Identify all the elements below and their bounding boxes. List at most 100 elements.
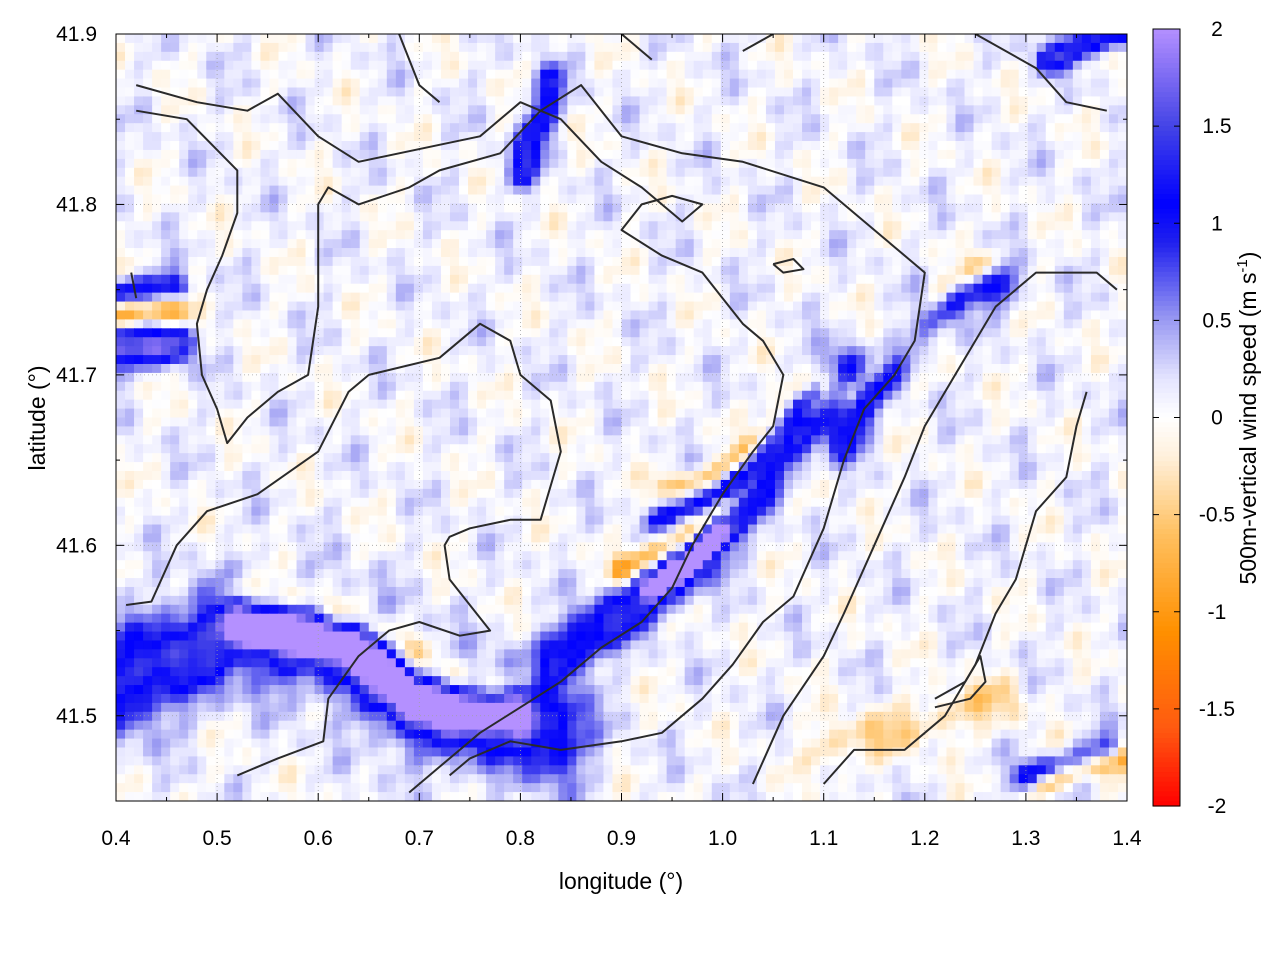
colorbar-swatch <box>1153 87 1180 93</box>
colorbar-swatch <box>1153 402 1180 409</box>
colorbar-swatch <box>1153 67 1180 74</box>
colorbar-swatch <box>1153 164 1180 171</box>
colorbar-swatch <box>1153 543 1180 550</box>
colorbar-swatch <box>1153 524 1180 530</box>
colorbar-tick-label: -1.5 <box>1199 698 1235 721</box>
colorbar-label-sup: -1 <box>1234 259 1251 272</box>
colorbar-swatch <box>1153 160 1180 166</box>
colorbar-swatch <box>1153 111 1180 118</box>
colorbar-swatch <box>1153 116 1180 122</box>
colorbar-swatch <box>1153 315 1180 321</box>
colorbar-swatch <box>1153 504 1180 511</box>
colorbar-swatch <box>1153 96 1180 103</box>
x-tick-label: 1.3 <box>1011 827 1040 850</box>
colorbar-swatch <box>1153 130 1180 137</box>
contour-line <box>125 322 562 777</box>
colorbar-swatch <box>1153 470 1180 477</box>
colorbar-swatch <box>1153 325 1180 331</box>
colorbar-swatch <box>1153 616 1180 623</box>
colorbar-swatch <box>1153 733 1180 739</box>
colorbar-swatch <box>1153 728 1180 734</box>
colorbar-swatch <box>1153 43 1180 50</box>
contour-line <box>974 34 1108 112</box>
colorbar-swatch <box>1153 145 1180 152</box>
colorbar-swatch <box>1153 383 1180 389</box>
colorbar-swatch <box>1153 286 1180 292</box>
colorbar-swatch <box>1153 62 1180 69</box>
colorbar-swatch <box>1153 519 1180 525</box>
x-tick-label: 0.6 <box>304 827 333 850</box>
colorbar-swatch <box>1153 242 1180 249</box>
contour-line <box>398 34 441 103</box>
colorbar-swatch <box>1153 339 1180 346</box>
colorbar-swatch <box>1153 271 1180 278</box>
colorbar-swatch <box>1153 101 1180 108</box>
colorbar-tick-label: 1.5 <box>1202 115 1231 138</box>
colorbar-swatch <box>1153 602 1180 608</box>
x-tick-label: 0.4 <box>101 827 131 850</box>
colorbar-swatch <box>1153 349 1180 355</box>
x-tick-label: 0.5 <box>202 827 231 850</box>
colorbar-swatch <box>1153 572 1180 579</box>
colorbar-swatch <box>1153 77 1180 84</box>
colorbar-swatch <box>1153 228 1180 234</box>
colorbar-swatch <box>1153 699 1180 705</box>
colorbar-swatch <box>1153 203 1180 210</box>
x-tick-label: 1.2 <box>910 827 939 850</box>
contour-line <box>620 34 653 61</box>
colorbar-swatch <box>1153 723 1180 729</box>
axis-ticks: 0.4 0.5 0.6 0.7 0.8 0.9 1.0 1.1 1.2 1.3 1.4 41.5 41.… <box>56 23 1142 850</box>
colorbar-swatch <box>1153 548 1180 555</box>
contour-line <box>822 391 1088 785</box>
colorbar-swatch <box>1153 354 1180 360</box>
colorbar-swatch <box>1153 373 1180 380</box>
colorbar-swatch <box>1153 262 1180 268</box>
colorbar-swatch <box>1153 786 1180 793</box>
grid-lines <box>116 34 1127 801</box>
colorbar-swatch <box>1153 684 1180 691</box>
colorbar-swatch <box>1153 436 1180 443</box>
x-tick-label: 0.7 <box>405 827 434 850</box>
colorbar-swatch <box>1153 29 1180 35</box>
colorbar-swatch <box>1153 135 1180 142</box>
colorbar-label-end: ) <box>1235 252 1261 260</box>
colorbar-swatch <box>1153 155 1180 161</box>
y-tick-label: 41.7 <box>56 364 97 387</box>
colorbar-swatch <box>1153 626 1180 632</box>
colorbar-swatch <box>1153 776 1180 783</box>
colorbar-swatch <box>1153 568 1180 574</box>
colorbar-swatch <box>1153 747 1180 754</box>
colorbar-swatch <box>1153 611 1180 618</box>
colorbar-label-main: 500m-vertical wind speed (m s <box>1235 273 1261 585</box>
colorbar-swatch <box>1153 772 1180 778</box>
colorbar-swatch <box>1153 757 1180 763</box>
colorbar-swatch <box>1153 398 1180 404</box>
colorbar-swatch <box>1153 150 1180 156</box>
colorbar-swatch <box>1153 72 1180 79</box>
colorbar-swatch <box>1153 791 1180 797</box>
colorbar-swatch <box>1153 38 1180 45</box>
colorbar-swatch <box>1153 704 1180 710</box>
colorbar-swatch <box>1153 218 1180 224</box>
colorbar-swatch <box>1153 694 1180 700</box>
colorbar-tick-label: 0 <box>1211 407 1223 430</box>
colorbar-swatch <box>1153 179 1180 185</box>
colorbar-swatch <box>1153 485 1180 491</box>
x-tick-label: 1.4 <box>1112 827 1142 850</box>
colorbar-swatch <box>1153 480 1180 487</box>
y-tick-label: 41.5 <box>56 705 97 728</box>
colorbar-swatch <box>1153 33 1180 40</box>
colorbar-swatch <box>1153 359 1180 365</box>
colorbar-swatch <box>1153 296 1180 302</box>
colorbar-tick-label: 1 <box>1211 212 1223 235</box>
colorbar-swatch <box>1153 247 1180 253</box>
colorbar-swatch <box>1153 121 1180 127</box>
colorbar-swatch <box>1153 140 1180 147</box>
colorbar: 2 1.5 1 0.5 0 -0.5 -1 -1.5 -2 <box>1152 18 1235 818</box>
colorbar-tick-label: -1 <box>1208 601 1227 624</box>
colorbar-swatch <box>1153 500 1180 506</box>
colorbar-swatch <box>1153 82 1180 88</box>
contour-line <box>934 655 987 709</box>
colorbar-swatch <box>1153 558 1180 564</box>
colorbar-swatch <box>1153 106 1180 113</box>
